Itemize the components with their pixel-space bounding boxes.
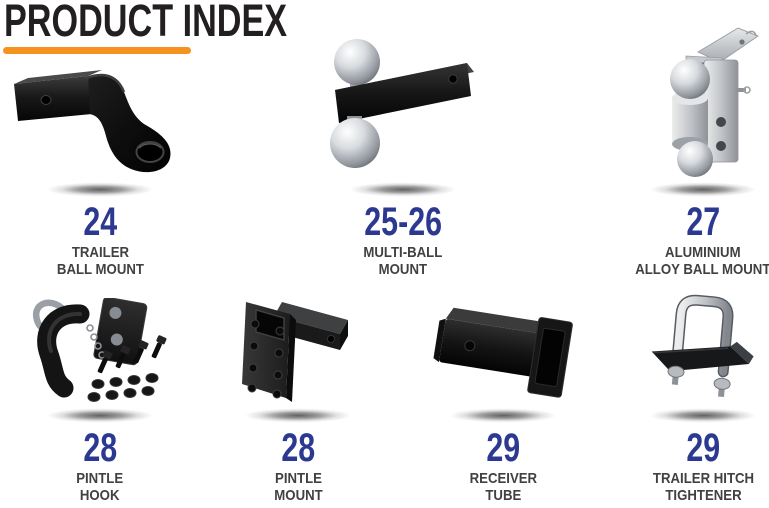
page-number: 29	[686, 426, 720, 470]
page-number: 28	[83, 426, 117, 470]
product-name: MULTI-BALL MOUNT	[363, 244, 443, 278]
page-number: 25-26	[364, 200, 442, 244]
product-shadow	[44, 408, 156, 423]
product-name: PINTLE MOUNT	[273, 470, 323, 504]
page-number: 29	[486, 426, 520, 470]
product-entry-trailer-ball-mount[interactable]: 24 TRAILER BALL MOUNT	[10, 54, 190, 278]
page-number: 27	[686, 200, 720, 244]
trailer-ball-mount-image	[10, 54, 190, 180]
product-shadow	[242, 408, 354, 423]
product-shadow	[447, 408, 559, 423]
product-shadow	[647, 182, 759, 197]
pintle-mount-image	[208, 288, 388, 406]
product-name: RECEIVER TUBE	[469, 470, 537, 504]
product-name: TRAILER HITCH TIGHTENER	[652, 470, 754, 504]
product-shadow	[647, 408, 759, 423]
page-number: 24	[83, 200, 117, 244]
multi-ball-mount-image	[313, 39, 493, 180]
product-entry-receiver-tube[interactable]: 29 RECEIVER TUBE	[413, 288, 593, 504]
product-shadow	[44, 182, 156, 197]
title-underline	[3, 47, 191, 54]
product-entry-pintle-hook[interactable]: 28 PINTLE HOOK	[10, 288, 190, 504]
receiver-tube-image	[413, 288, 593, 406]
page-number: 28	[281, 426, 315, 470]
product-name: ALUMINIUM ALLOY BALL MOUNT	[635, 244, 769, 278]
pintle-hook-image	[10, 288, 190, 406]
product-name: TRAILER BALL MOUNT	[56, 244, 144, 278]
product-entry-trailer-hitch-tightener[interactable]: 29 TRAILER HITCH TIGHTENER	[613, 288, 769, 504]
aluminium-alloy-ball-mount-image	[613, 27, 769, 180]
product-entry-multi-ball-mount[interactable]: 25-26 MULTI-BALL MOUNT	[313, 39, 493, 278]
product-name: PINTLE HOOK	[76, 470, 124, 504]
page-title: PRODUCT INDEX	[4, 0, 288, 46]
product-shadow	[347, 182, 459, 197]
trailer-hitch-tightener-image	[613, 288, 769, 406]
product-entry-pintle-mount[interactable]: 28 PINTLE MOUNT	[208, 288, 388, 504]
product-entry-aluminium-alloy-ball-mount[interactable]: 27 ALUMINIUM ALLOY BALL MOUNT	[613, 27, 769, 278]
